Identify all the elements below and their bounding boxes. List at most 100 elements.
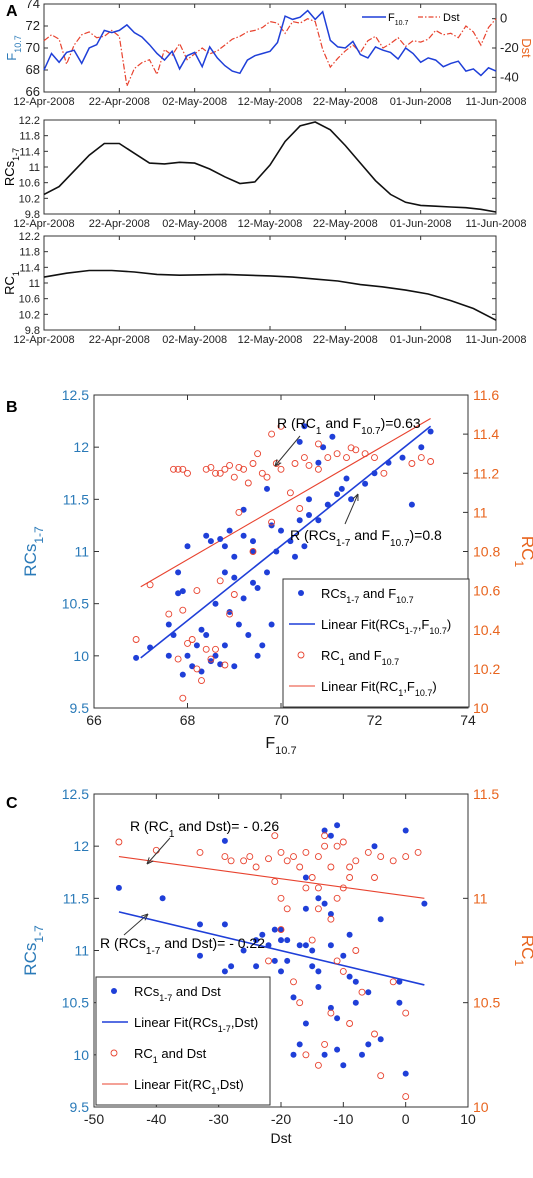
y-tick-label-left: 11 (74, 943, 89, 959)
data-point-rcs (321, 827, 328, 834)
data-point-rcs (253, 937, 260, 944)
data-point-rc1 (408, 460, 416, 467)
data-point-rc1 (196, 848, 204, 856)
x-tick-label: 01-Jun-2008 (390, 218, 452, 230)
x-tick-label: 12-Apr-2008 (13, 96, 74, 108)
data-point-rc1 (302, 848, 310, 856)
y-tick-label-left: 10.5 (62, 596, 89, 612)
data-point-rcs (302, 942, 309, 949)
x-tick-label: 70 (273, 712, 289, 728)
x-tick-label: -30 (209, 1111, 229, 1127)
x-tick-label: 11-Jun-2008 (466, 334, 527, 346)
data-point-rcs (207, 538, 214, 545)
data-point-rc1 (402, 1093, 410, 1101)
y-tick-label: 11.4 (19, 146, 40, 158)
panel-a-mid-frame (43, 119, 497, 215)
data-point-rcs (290, 1051, 297, 1058)
data-point-rc1 (346, 1020, 354, 1027)
series-bot-line (43, 269, 497, 321)
annotation-arrow-1 (344, 493, 359, 525)
data-point-rcs (377, 1036, 384, 1043)
legend-label-3-sub-3: 10.7 (415, 688, 433, 698)
data-point-rcs (371, 470, 378, 477)
fit-line-0 (140, 425, 432, 659)
data-point-rcs (231, 553, 238, 560)
series-mid-line (43, 121, 497, 213)
x-tick-label: 11-Jun-2008 (466, 96, 527, 108)
x-tick-label: 12-May-2008 (238, 96, 303, 108)
legend-label-1: Linear Fit(RCs1-7,Dst) (134, 1015, 258, 1034)
x-tick-label: -20 (271, 1111, 291, 1127)
data-point-rc1 (300, 454, 308, 462)
data-point-rc1 (286, 489, 294, 497)
legend-label-3-sub-1: 1 (398, 688, 403, 698)
legend-label-1-part-2: ,F (418, 617, 430, 632)
y-tick-label: 9.8 (25, 209, 40, 221)
data-point-rcs (235, 621, 242, 628)
legend-label-1-part-4: ) (447, 617, 451, 632)
x-tick-label: 02-May-2008 (162, 96, 227, 108)
x-axis-label-sub-1: 10.7 (275, 745, 296, 757)
y-axis-label-right: Dst (519, 38, 533, 58)
data-point-rcs (147, 644, 154, 651)
legend-label-3: Linear Fit(RC1,F10.7) (321, 679, 437, 698)
legend-label-3: Linear Fit(RC1,Dst) (134, 1077, 244, 1096)
annotation-text-1-sub-1: 1-7 (146, 946, 161, 957)
data-point-rc1 (389, 857, 397, 865)
y-axis-label-left-sub-1: 1-7 (32, 526, 46, 544)
fit-line-0 (118, 911, 425, 986)
data-point-rc1 (380, 469, 388, 477)
data-point-rc1 (302, 884, 310, 892)
y-tick-label-right: 10.2 (473, 661, 500, 677)
data-point-rcs (265, 942, 272, 949)
panel-a-top-frame (43, 3, 497, 93)
data-point-rcs (365, 1041, 372, 1048)
y-tick-label-right: 10.6 (473, 583, 500, 599)
annotation-arrow-0 (146, 837, 171, 865)
data-point-rc1 (296, 863, 304, 871)
y-tick-label: 11 (29, 162, 40, 174)
data-point-rc1 (321, 842, 329, 850)
data-point-rc1 (244, 479, 252, 487)
data-point-rc1 (417, 454, 425, 462)
y-axis-label-right-sub-1: 1 (512, 560, 526, 567)
data-point-rc1 (184, 639, 191, 647)
data-point-rcs (292, 553, 298, 560)
legend-label-f107-part-0: F (388, 12, 395, 24)
legend-label-0-sub-3: 10.7 (396, 595, 414, 605)
data-point-rc1 (170, 465, 177, 473)
x-tick-label: 12-Apr-2008 (13, 334, 74, 346)
annotation-text-0-sub-3: 10.7 (361, 426, 381, 437)
data-point-rcs (402, 1070, 409, 1077)
y-tick-label-left: 12.5 (62, 786, 89, 802)
annotation-text-1-sub-3: 10.7 (390, 538, 410, 549)
data-point-rc1 (389, 978, 397, 986)
data-point-rc1 (371, 1030, 378, 1038)
data-point-rc1 (305, 461, 313, 469)
data-point-rcs (365, 989, 372, 996)
data-point-rcs (306, 512, 312, 518)
y-tick-label: 11.4 (19, 262, 40, 274)
y-axis-label-sub-1: 1 (11, 271, 21, 276)
x-tick-label: 12-May-2008 (238, 218, 303, 230)
annotation-text-0-part-4: )=0.63 (381, 415, 421, 431)
legend-label-0-sub-1: 1-7 (346, 595, 359, 605)
data-point-rcs (352, 978, 359, 985)
data-point-rcs (296, 438, 303, 445)
data-point-rc1 (327, 915, 335, 923)
fit-line-1 (140, 417, 431, 588)
data-point-rc1 (254, 450, 262, 458)
data-point-rcs (309, 963, 316, 970)
data-point-rcs (290, 994, 297, 1001)
y-axis-label-left-part-0: RCs (21, 943, 40, 976)
y-tick-label-right: -20 (500, 40, 519, 55)
legend-label-1-sub-3: 10.7 (429, 626, 447, 636)
data-point-rcs (334, 491, 341, 498)
data-point-rc1 (115, 838, 123, 846)
legend-marker-dot (298, 590, 304, 596)
data-point-rc1 (221, 661, 229, 669)
annotation-text-1: R (RCs1-7 and Dst)= - 0.22 (100, 935, 265, 957)
x-tick-label: 22-Apr-2008 (89, 96, 150, 108)
data-point-rcs (226, 609, 233, 615)
legend-label-1-sub-1: 1-7 (405, 626, 418, 636)
